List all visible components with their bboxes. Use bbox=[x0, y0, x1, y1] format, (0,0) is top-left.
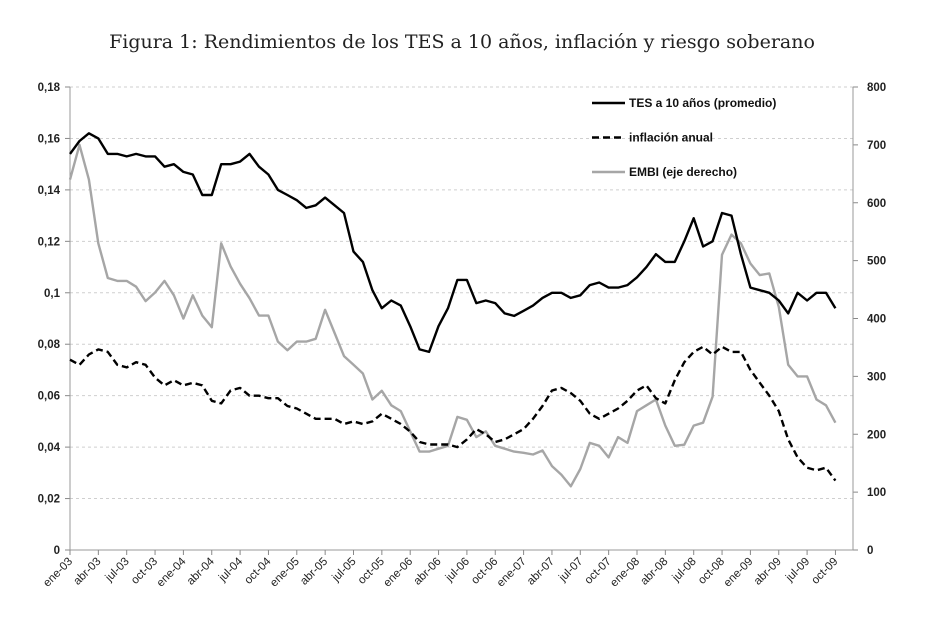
x-tick-label: abr-09 bbox=[752, 556, 784, 588]
x-tick-label: ene-07 bbox=[495, 556, 529, 590]
left-tick-label: 0,16 bbox=[38, 133, 60, 145]
right-tick-label: 400 bbox=[867, 314, 886, 326]
x-tick-label: abr-06 bbox=[412, 556, 444, 588]
x-tick-label: abr-04 bbox=[185, 555, 217, 587]
legend-label: EMBI (eje derecho) bbox=[629, 165, 737, 179]
axes: 0 0,02 0,04 0,06 0,08 0,1 0,12 0,14 0,16 0,18 0 100… bbox=[38, 82, 887, 589]
x-tick-label: jul-08 bbox=[670, 556, 699, 585]
left-tick-label: 0,18 bbox=[38, 82, 61, 94]
right-tick-label: 200 bbox=[867, 429, 886, 441]
left-tick-label: 0,12 bbox=[38, 236, 60, 248]
x-tick-label: ene-03 bbox=[41, 556, 75, 590]
left-tick-label: 0,1 bbox=[44, 288, 61, 300]
x-tick-label: abr-08 bbox=[638, 556, 670, 588]
right-tick-label: 300 bbox=[867, 371, 886, 383]
left-tick-label: 0 bbox=[54, 545, 60, 557]
right-tick-label: 100 bbox=[867, 487, 886, 499]
legend-label: inflación anual bbox=[629, 131, 713, 145]
series-line-2 bbox=[68, 143, 837, 488]
right-tick-label: 800 bbox=[867, 82, 886, 94]
x-tick-label: ene-05 bbox=[268, 556, 302, 590]
x-tick-label: ene-09 bbox=[722, 556, 756, 590]
left-tick-label: 0,14 bbox=[38, 185, 61, 197]
right-tick-label: 500 bbox=[867, 256, 886, 268]
series-lines bbox=[68, 132, 837, 488]
left-tick-label: 0,08 bbox=[38, 339, 61, 351]
legend: TES a 10 años (promedio) inflación anual E… bbox=[592, 96, 776, 179]
x-tick-label: abr-03 bbox=[71, 556, 103, 588]
x-tick-label: jul-05 bbox=[330, 556, 359, 585]
x-tick-label: ene-04 bbox=[155, 555, 189, 589]
x-tick-label: jul-06 bbox=[443, 556, 472, 585]
right-tick-label: 0 bbox=[867, 545, 873, 557]
x-tick-label: jul-04 bbox=[216, 555, 246, 585]
x-tick-label: abr-05 bbox=[298, 556, 330, 588]
series-line-1 bbox=[69, 345, 837, 482]
left-tick-label: 0,06 bbox=[38, 391, 60, 403]
x-tick-label: jul-07 bbox=[556, 556, 585, 585]
legend-label: TES a 10 años (promedio) bbox=[629, 96, 776, 110]
left-tick-label: 0,04 bbox=[38, 442, 61, 454]
x-tick-label: abr-07 bbox=[525, 556, 557, 588]
gridlines bbox=[70, 86, 853, 500]
x-tick-label: ene-08 bbox=[608, 556, 642, 590]
right-tick-label: 700 bbox=[867, 140, 886, 152]
series-line-0 bbox=[69, 132, 837, 354]
x-tick-label: jul-09 bbox=[783, 556, 812, 585]
right-tick-label: 600 bbox=[867, 198, 886, 210]
x-tick-label: oct-09 bbox=[809, 556, 840, 587]
x-tick-label: ene-06 bbox=[382, 556, 416, 590]
x-tick-label: jul-03 bbox=[103, 556, 132, 585]
left-tick-label: 0,02 bbox=[38, 494, 60, 506]
chart-title: Figura 1: Rendimientos de los TES a 10 a… bbox=[109, 31, 815, 53]
